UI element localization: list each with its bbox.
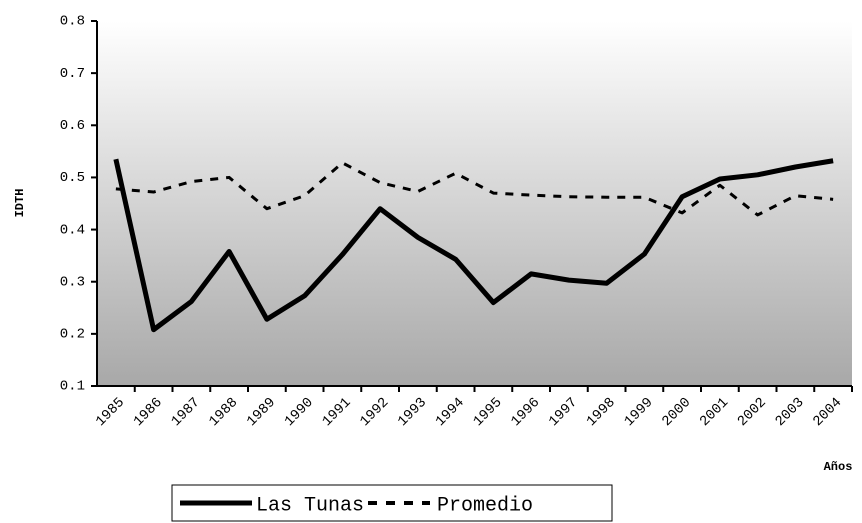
x-tick-label: 1988 [206,395,241,430]
x-tick-label: 1998 [584,395,619,430]
y-tick-label: 0.7 [60,66,85,82]
x-tick-label: 1996 [508,395,543,430]
x-tick-label: 1997 [546,395,581,430]
y-tick-label: 0.8 [60,14,85,30]
x-tick-label: 1995 [470,395,505,430]
y-tick-label: 0.2 [60,327,85,343]
x-tick-label: 1989 [244,395,279,430]
x-tick-label: 1991 [319,395,354,430]
x-tick-label: 2004 [810,395,845,430]
x-tick-label: 1992 [357,395,392,430]
x-tick-label: 1985 [93,395,128,430]
y-tick-label: 0.4 [60,222,85,238]
x-tick-label: 1987 [168,395,203,430]
y-tick-label: 0.3 [60,274,85,290]
y-tick-label: 0.1 [60,379,85,395]
x-tick-label: 1990 [282,395,317,430]
legend-label: Promedio [437,494,533,517]
x-tick-label: 1994 [433,395,468,430]
y-tick-label: 0.6 [60,118,85,134]
y-tick-label: 0.5 [60,170,85,186]
x-tick-label: 1986 [131,395,166,430]
legend-label: Las Tunas [256,494,364,517]
x-tick-label: 2000 [659,395,694,430]
y-axis-label: IDTH [13,189,27,218]
x-tick-label: 1993 [395,395,430,430]
x-tick-label: 2003 [772,395,807,430]
line-series [113,158,834,333]
x-tick-label: 2002 [735,395,770,430]
x-tick-label: 1999 [621,395,656,430]
x-axis-label: Años [824,460,853,474]
plot-area [97,21,852,386]
x-tick-label: 2001 [697,395,732,430]
